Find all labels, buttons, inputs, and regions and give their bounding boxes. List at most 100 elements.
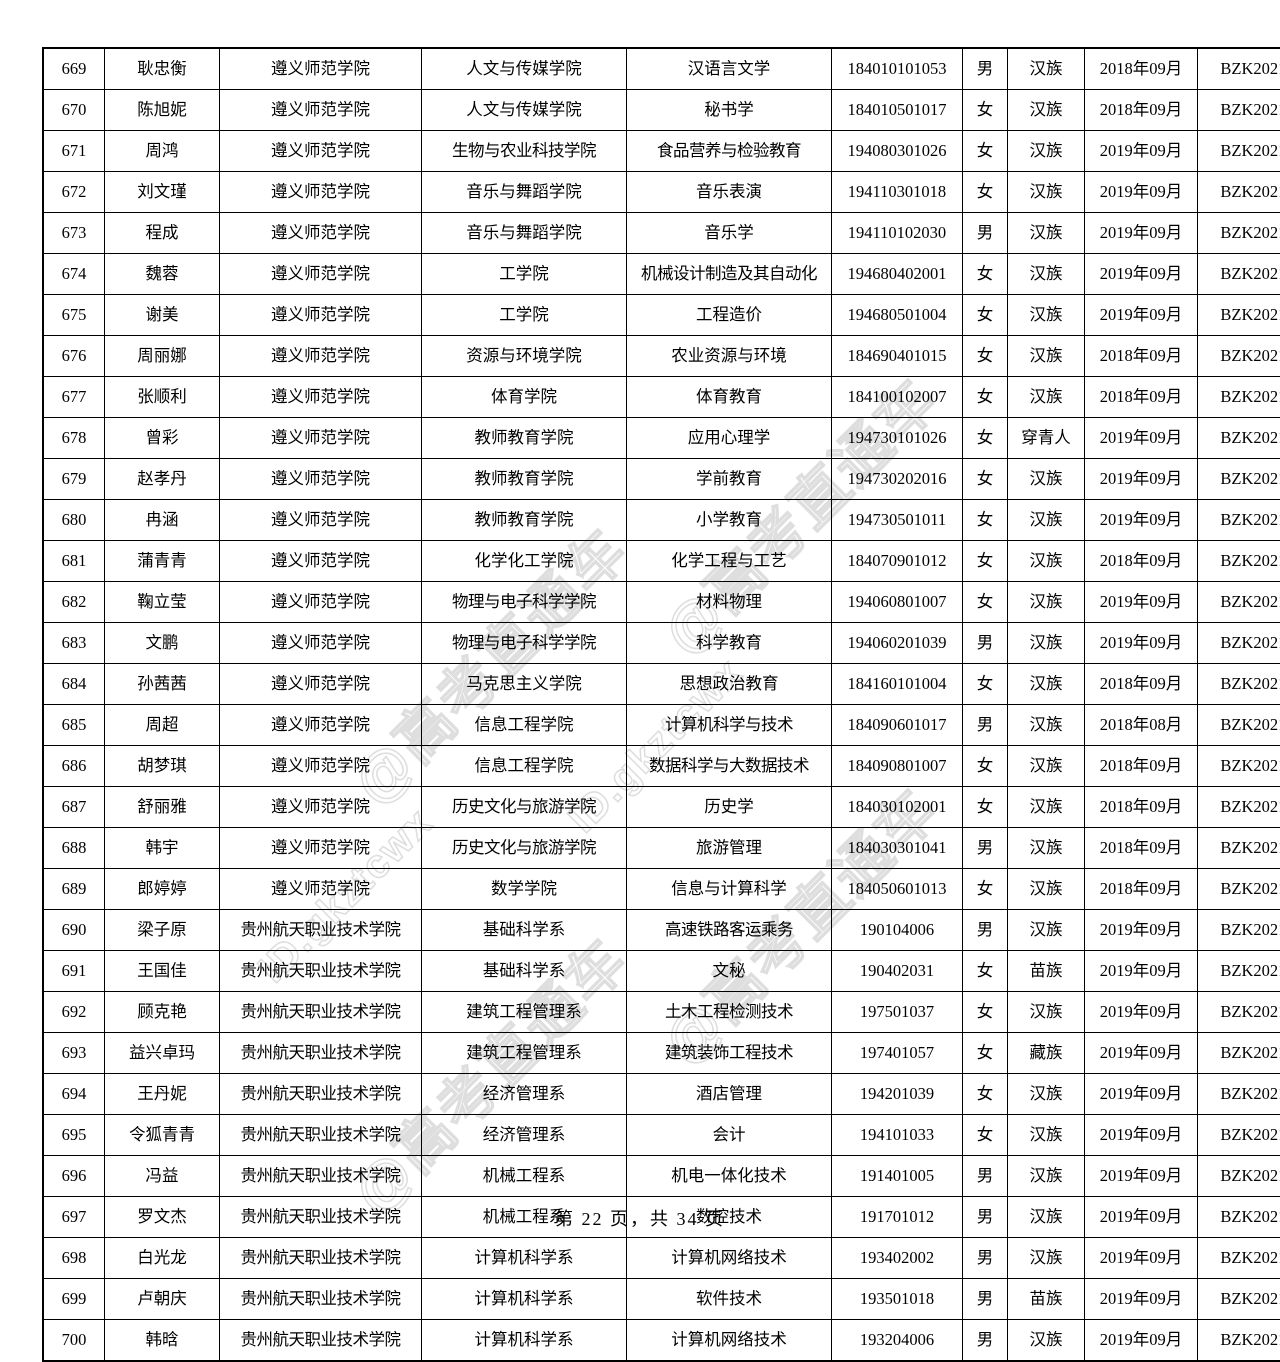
cell-certificate-code: BZK202155397 [1198,1238,1280,1279]
cell-ethnicity: 汉族 [1008,131,1085,172]
cell-certificate-code: BZK202155399 [1198,1320,1280,1362]
cell-major: 旅游管理 [627,828,832,869]
cell-school: 遵义师范学院 [220,828,422,869]
cell-school: 贵州航天职业技术学院 [220,1074,422,1115]
cell-gender: 女 [963,172,1008,213]
cell-name: 令狐青青 [105,1115,220,1156]
cell-school: 贵州航天职业技术学院 [220,1115,422,1156]
cell-school: 遵义师范学院 [220,664,422,705]
cell-index: 690 [43,910,105,951]
cell-college: 人文与传媒学院 [422,90,627,131]
cell-ethnicity: 汉族 [1008,213,1085,254]
cell-student-number: 194201039 [832,1074,963,1115]
cell-certificate-code: BZK202155390 [1198,951,1280,992]
cell-enrollment-date: 2019年09月 [1085,1115,1198,1156]
cell-student-number: 193204006 [832,1320,963,1362]
cell-major: 音乐学 [627,213,832,254]
cell-enrollment-date: 2018年09月 [1085,746,1198,787]
cell-index: 682 [43,582,105,623]
cell-ethnicity: 苗族 [1008,1279,1085,1320]
cell-enrollment-date: 2019年09月 [1085,131,1198,172]
cell-enrollment-date: 2019年09月 [1085,500,1198,541]
cell-enrollment-date: 2018年09月 [1085,828,1198,869]
cell-college: 计算机科学系 [422,1238,627,1279]
cell-school: 遵义师范学院 [220,377,422,418]
cell-school: 贵州航天职业技术学院 [220,1033,422,1074]
cell-school: 遵义师范学院 [220,336,422,377]
cell-major: 计算机科学与技术 [627,705,832,746]
cell-index: 696 [43,1156,105,1197]
cell-ethnicity: 汉族 [1008,1115,1085,1156]
cell-name: 韩晗 [105,1320,220,1362]
cell-enrollment-date: 2019年09月 [1085,1279,1198,1320]
cell-certificate-code: BZK202155386 [1198,787,1280,828]
cell-enrollment-date: 2018年09月 [1085,377,1198,418]
cell-name: 顾克艳 [105,992,220,1033]
cell-certificate-code: BZK202155392 [1198,1033,1280,1074]
cell-student-number: 184030102001 [832,787,963,828]
cell-ethnicity: 汉族 [1008,705,1085,746]
cell-enrollment-date: 2018年09月 [1085,336,1198,377]
cell-college: 物理与电子科学学院 [422,582,627,623]
cell-enrollment-date: 2018年09月 [1085,664,1198,705]
cell-major: 计算机网络技术 [627,1238,832,1279]
page-footer: 第 22 页，共 34 页 [0,1205,1280,1231]
cell-gender: 女 [963,541,1008,582]
cell-ethnicity: 汉族 [1008,1320,1085,1362]
cell-certificate-code: BZK202155370 [1198,131,1280,172]
cell-enrollment-date: 2019年09月 [1085,172,1198,213]
cell-name: 陈旭妮 [105,90,220,131]
cell-certificate-code: BZK202155384 [1198,705,1280,746]
cell-student-number: 184010501017 [832,90,963,131]
cell-college: 计算机科学系 [422,1279,627,1320]
cell-major: 食品营养与检验教育 [627,131,832,172]
cell-college: 历史文化与旅游学院 [422,828,627,869]
cell-student-number: 184090601017 [832,705,963,746]
cell-certificate-code: BZK202155383 [1198,664,1280,705]
cell-enrollment-date: 2019年09月 [1085,418,1198,459]
cell-gender: 男 [963,623,1008,664]
cell-college: 信息工程学院 [422,746,627,787]
cell-gender: 女 [963,377,1008,418]
cell-ethnicity: 汉族 [1008,910,1085,951]
cell-enrollment-date: 2018年08月 [1085,705,1198,746]
cell-major: 化学工程与工艺 [627,541,832,582]
cell-enrollment-date: 2019年09月 [1085,213,1198,254]
cell-certificate-code: BZK202155395 [1198,1156,1280,1197]
cell-student-number: 197501037 [832,992,963,1033]
cell-student-number: 194730501011 [832,500,963,541]
cell-enrollment-date: 2018年09月 [1085,787,1198,828]
cell-index: 695 [43,1115,105,1156]
cell-enrollment-date: 2019年09月 [1085,1074,1198,1115]
cell-name: 周丽娜 [105,336,220,377]
cell-certificate-code: BZK202155377 [1198,418,1280,459]
cell-major: 小学教育 [627,500,832,541]
cell-enrollment-date: 2018年09月 [1085,48,1198,90]
cell-student-number: 194730202016 [832,459,963,500]
cell-gender: 女 [963,951,1008,992]
cell-college: 经济管理系 [422,1074,627,1115]
cell-ethnicity: 汉族 [1008,172,1085,213]
cell-certificate-code: BZK202155394 [1198,1115,1280,1156]
cell-school: 贵州航天职业技术学院 [220,951,422,992]
cell-college: 人文与传媒学院 [422,48,627,90]
cell-certificate-code: BZK202155393 [1198,1074,1280,1115]
cell-college: 化学化工学院 [422,541,627,582]
cell-name: 韩宇 [105,828,220,869]
cell-gender: 女 [963,1115,1008,1156]
cell-index: 681 [43,541,105,582]
cell-gender: 女 [963,131,1008,172]
cell-college: 生物与农业科技学院 [422,131,627,172]
cell-index: 676 [43,336,105,377]
cell-index: 671 [43,131,105,172]
cell-school: 遵义师范学院 [220,418,422,459]
cell-major: 土木工程检测技术 [627,992,832,1033]
cell-student-number: 194080301026 [832,131,963,172]
